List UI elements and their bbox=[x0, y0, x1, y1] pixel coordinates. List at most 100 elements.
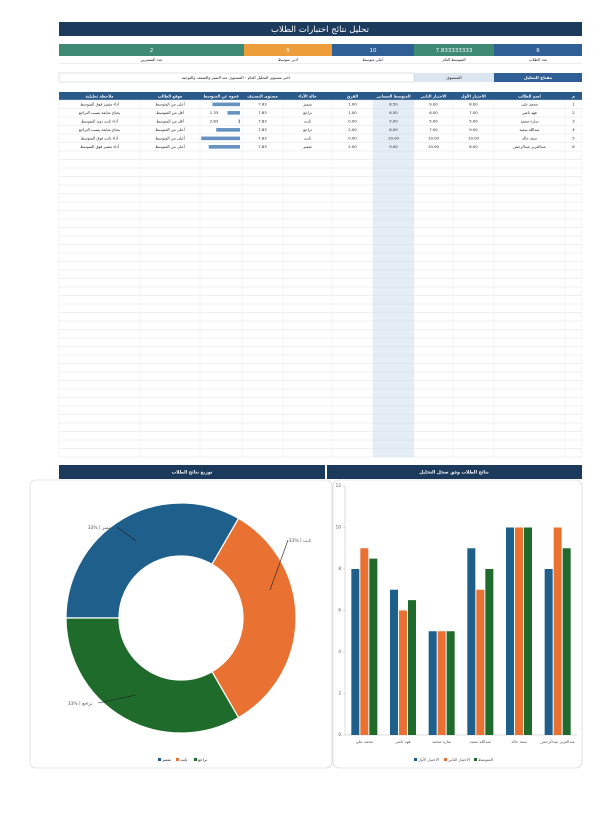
y-tick-label: 10 bbox=[336, 525, 342, 530]
summary-label: أدنى متوسط bbox=[278, 57, 298, 62]
gap-label: 1.33 bbox=[210, 110, 219, 115]
title: تحليل نتائج اختبارات الطلاب bbox=[271, 25, 370, 35]
cell: محمد علي bbox=[521, 102, 538, 107]
summary-value: 5 bbox=[286, 48, 290, 54]
pie-segment bbox=[65, 617, 240, 734]
column-header: الاختبار الأول bbox=[461, 93, 486, 98]
x-tick-label: محمد علي bbox=[356, 739, 373, 744]
summary-label: عدد المتميزين bbox=[140, 57, 162, 62]
cell: 8.00 bbox=[469, 102, 478, 107]
cell: 7.83 bbox=[258, 144, 267, 149]
pie-label: 33% | ثابت bbox=[289, 538, 312, 544]
cell: يحتاج متابعة بسبب التراجع bbox=[79, 110, 120, 115]
summary-label: أعلى متوسط bbox=[363, 57, 384, 62]
filter-field bbox=[58, 72, 415, 83]
filter-key bbox=[494, 73, 582, 82]
cell: 0.00 bbox=[348, 119, 357, 124]
cell: 7.83 bbox=[258, 136, 267, 141]
summary-value: 7.833333333 bbox=[436, 48, 473, 54]
legend-swatch bbox=[414, 758, 417, 761]
summary-value: 2 bbox=[150, 48, 154, 54]
cell: أقل من المتوسط bbox=[156, 110, 183, 115]
column-header: ملاحظة تحليلية bbox=[86, 93, 115, 98]
cell: 10.00 bbox=[388, 136, 399, 141]
bar bbox=[476, 589, 485, 735]
column-header: حالة الأداء bbox=[298, 93, 317, 98]
column-header: الاختبار الثاني bbox=[421, 93, 447, 98]
cell: 1.00 bbox=[348, 102, 357, 107]
cell: 9.00 bbox=[469, 127, 478, 132]
pie-label: 33% | تراجع bbox=[68, 701, 93, 707]
pie-label-category: متميز bbox=[101, 526, 113, 531]
cell: 6.50 bbox=[389, 110, 398, 115]
pie-segment bbox=[65, 502, 240, 619]
legend-swatch bbox=[474, 758, 477, 761]
bar bbox=[351, 569, 360, 735]
legend-swatch bbox=[176, 758, 179, 761]
panel-title-bar bbox=[327, 465, 582, 479]
legend-label: الاختبار الأول bbox=[418, 757, 439, 762]
summary-cell bbox=[332, 44, 414, 56]
cell: 5.00 bbox=[389, 119, 398, 124]
bar bbox=[437, 631, 446, 735]
cell: 7.83 bbox=[258, 119, 267, 124]
cell: أعلى من المتوسط bbox=[155, 136, 184, 141]
bar bbox=[369, 558, 378, 735]
cell: عبدالعزيز عبدالرحمن bbox=[513, 144, 546, 149]
pie-label-value: 33% bbox=[289, 538, 300, 544]
gap-bar bbox=[238, 119, 240, 124]
bar bbox=[360, 548, 369, 735]
bar bbox=[544, 569, 553, 735]
bar bbox=[428, 631, 437, 735]
pie-label: 33% | متميز bbox=[88, 525, 113, 531]
legend-label: تراجع bbox=[198, 757, 207, 762]
cell: 7.00 bbox=[469, 110, 478, 115]
cell: عبدالله سعيد bbox=[519, 127, 539, 132]
cell: أعلى من المتوسط bbox=[155, 144, 184, 149]
cell: 9.00 bbox=[429, 102, 438, 107]
bar bbox=[524, 527, 532, 735]
pie-label-value: 33% bbox=[88, 525, 99, 531]
bar bbox=[390, 589, 398, 735]
cell: تراجع bbox=[303, 110, 312, 115]
pie-segment bbox=[211, 517, 297, 719]
gap-bar bbox=[201, 136, 240, 141]
cell: تراجع bbox=[303, 127, 312, 132]
pie-label-category: تراجع bbox=[82, 702, 93, 707]
y-tick-label: 12 bbox=[336, 483, 342, 488]
bar bbox=[399, 610, 407, 735]
column-header: المتوسط الحسابي bbox=[376, 93, 410, 98]
cell: 10.00 bbox=[428, 144, 439, 149]
cell: 5 bbox=[572, 136, 575, 141]
y-tick-label: 8 bbox=[338, 566, 341, 571]
cell: 6 bbox=[572, 144, 575, 149]
gap-bar bbox=[227, 111, 240, 115]
filter-level-label: المستوى bbox=[446, 75, 461, 80]
cell: 9.00 bbox=[389, 144, 398, 149]
leader-line bbox=[116, 526, 137, 542]
cell: 0.00 bbox=[348, 136, 357, 141]
bar bbox=[562, 548, 571, 735]
bar bbox=[446, 631, 455, 735]
cell: 4 bbox=[572, 127, 575, 132]
panel-title: نتائج الطلاب وفق سجل التحليل bbox=[419, 471, 489, 476]
cell: أداء ثابت فوق المتوسط bbox=[81, 136, 118, 141]
leader-line bbox=[97, 694, 137, 704]
y-tick-label: 0 bbox=[338, 732, 341, 737]
cell: 8.00 bbox=[469, 144, 478, 149]
bar bbox=[553, 527, 562, 735]
cell: 2.00 bbox=[348, 127, 357, 132]
x-tick-label: عبدالعزيز عبدالرحمن bbox=[540, 739, 575, 744]
cell: سعد خالد bbox=[522, 136, 537, 141]
cell: سارة محمد bbox=[520, 119, 538, 124]
cell: متميز bbox=[302, 144, 312, 149]
cell: أداء ثابت دون المتوسط bbox=[81, 119, 118, 124]
summary-value: 10 bbox=[370, 48, 377, 54]
cell: 5.00 bbox=[469, 119, 478, 124]
pie-label-value: 33% bbox=[68, 701, 79, 707]
gap-bar bbox=[212, 102, 240, 107]
title-bar bbox=[59, 22, 582, 36]
cell: أعلى من المتوسط bbox=[155, 102, 184, 107]
cell: 1.00 bbox=[348, 110, 357, 115]
